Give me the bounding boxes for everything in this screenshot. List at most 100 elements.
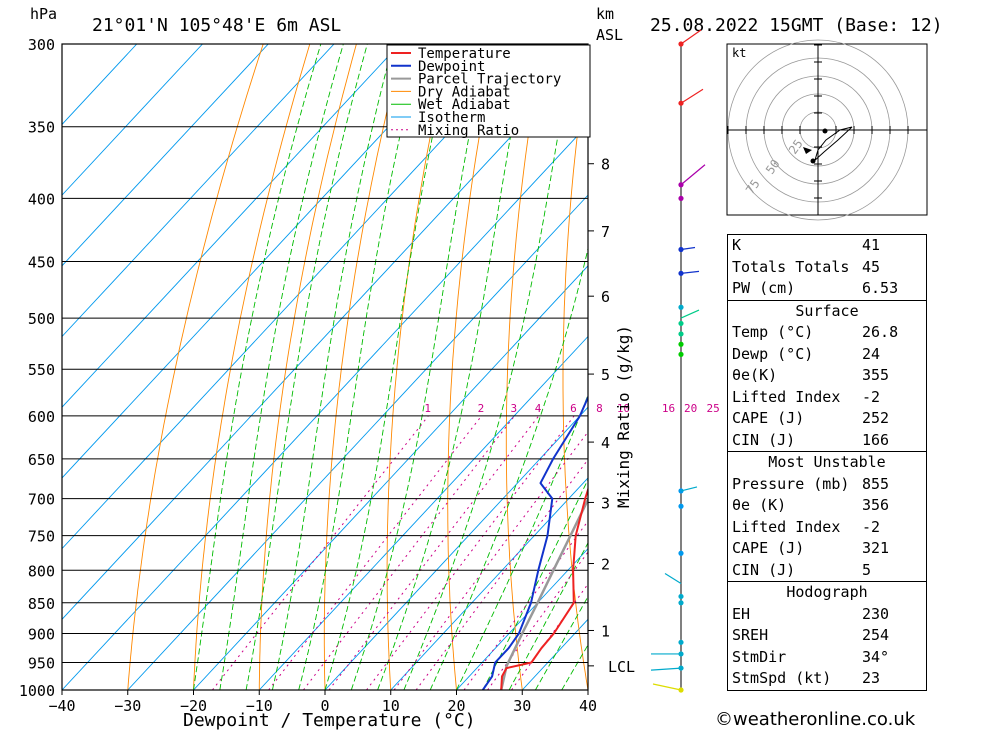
dry-adiabat-line [127, 44, 264, 690]
index-row: StmDir 34° [728, 647, 926, 669]
index-label: Totals Totals [732, 257, 850, 276]
pressure-tick-label: 700 [28, 491, 55, 509]
index-value: 34° [862, 647, 890, 666]
index-row: Temp (°C) 26.8 [728, 322, 926, 344]
index-label: CAPE (J) [732, 409, 805, 427]
pressure-tick-label: 500 [28, 310, 55, 328]
wind-level-dot [678, 639, 684, 645]
legend-entry: Isotherm [418, 110, 485, 126]
dry-adiabat-line [671, 44, 719, 690]
index-value: 356 [862, 496, 890, 514]
x-tick-label: 40 [579, 697, 597, 715]
wind-barb [680, 246, 696, 251]
index-label: Dewp (°C) [732, 344, 814, 363]
wind-level-dot [678, 320, 684, 327]
x-tick-label: −40 [48, 697, 75, 715]
index-value: 855 [862, 474, 890, 493]
index-label: EH [732, 604, 751, 623]
wind-level-dot [678, 341, 684, 347]
hodograph-ring-label: 50 [763, 157, 783, 177]
mixing-ratio-label: 25 [707, 402, 720, 415]
index-row: StmSpd (kt) 23 [728, 668, 926, 690]
pressure-tick-label: 650 [28, 451, 55, 469]
wind-barb [652, 683, 682, 691]
index-row: PW (cm) 6.53 [728, 278, 926, 300]
km-tick-label: 2 [601, 556, 610, 574]
wind-level-dot [678, 195, 684, 201]
km-tick-label: 1 [601, 622, 610, 640]
pressure-tick-label: 450 [28, 254, 55, 272]
isotherm-line [193, 265, 588, 690]
hpa-unit: hPa [30, 5, 57, 23]
index-label: Pressure (mb) [732, 474, 850, 493]
hodograph-ring-label: 25 [786, 137, 806, 157]
index-row: Pressure (mb) 855 [728, 474, 926, 496]
index-value: 45 [862, 257, 881, 276]
index-value: 26.8 [862, 323, 899, 341]
asl-unit: ASL [596, 26, 623, 44]
wet-adiabat-line [535, 595, 588, 690]
pressure-tick-label: 800 [28, 562, 55, 580]
wind-profile [650, 29, 706, 693]
hodograph-unit: kt [732, 46, 746, 60]
index-label: CIN (J) [732, 430, 796, 449]
x-axis-label: Dewpoint / Temperature (°C) [183, 710, 476, 731]
mixing-ratio-label: 20 [684, 402, 697, 415]
index-row: θe(K) 355 [728, 365, 926, 387]
index-value: 6.53 [862, 279, 899, 297]
wind-barb [680, 164, 706, 186]
index-row: K 41 [728, 235, 926, 257]
location-label: 21°01'N 105°48'E 6m ASL [92, 15, 341, 36]
wind-barb [664, 573, 682, 585]
isotherm-line [62, 44, 335, 338]
index-label: StmSpd (kt) [732, 669, 832, 687]
index-row: CIN (J) 5 [728, 560, 926, 582]
mixing-ratio-label: 2 [478, 402, 485, 415]
dry-adiabat-line [193, 44, 311, 690]
index-row: CAPE (J) 252 [728, 408, 926, 430]
index-label: PW (cm) [732, 279, 796, 297]
index-row: Totals Totals 45 [728, 257, 926, 279]
isotherm-line [62, 44, 532, 550]
wind-level-dot [678, 304, 684, 310]
hodograph-ring-label: 75 [743, 177, 763, 197]
mixing-ratio-label: 6 [570, 402, 577, 415]
wet-adiabat-line [429, 246, 588, 690]
wind-level-dot [678, 331, 684, 337]
mixing-ratio-label: 16 [662, 402, 675, 415]
parcel-trajectory-line [499, 496, 588, 690]
index-row: Lifted Index -2 [728, 517, 926, 539]
wet-adiabat-line [219, 44, 344, 690]
wind-barb [650, 667, 682, 671]
isotherm-line [62, 44, 401, 408]
index-value: 41 [862, 236, 881, 254]
general-indices: K 41 Totals Totals 45 PW (cm) 6.53 [727, 234, 927, 301]
index-value: 252 [862, 409, 890, 427]
pressure-tick-label: 950 [28, 654, 55, 672]
mixing-ratio-label: 4 [535, 402, 542, 415]
dewpoint-line [481, 394, 588, 690]
index-label: Lifted Index [732, 387, 841, 406]
wind-barb [680, 29, 702, 45]
pressure-tick-label: 350 [28, 119, 55, 137]
km-tick-label: 5 [601, 366, 610, 384]
x-tick-label: 0 [320, 697, 329, 715]
index-value: 23 [862, 669, 881, 687]
dry-adiabat-line [916, 44, 1000, 690]
legend-entry: Wet Adiabat [418, 97, 511, 113]
legend-entry: Parcel Trajectory [418, 72, 561, 88]
hodograph-trace [812, 126, 853, 163]
index-value: 355 [862, 366, 890, 384]
dry-adiabat-line [505, 44, 544, 690]
pressure-tick-label: 900 [28, 625, 55, 643]
index-label: θe (K) [732, 496, 787, 514]
dry-adiabat-line [323, 44, 404, 690]
mixing-ratio-label: 8 [596, 402, 603, 415]
surface-indices: Surface Temp (°C) 26.8 Dewp (°C) 24 θe(K) 355… [727, 300, 927, 452]
index-row: Lifted Index -2 [728, 387, 926, 409]
isotherm-line [127, 194, 588, 690]
dry-adiabat-line [386, 44, 451, 690]
footer-credit: ©weatheronline.co.uk [715, 709, 916, 730]
legend-entry: Dewpoint [418, 59, 485, 75]
